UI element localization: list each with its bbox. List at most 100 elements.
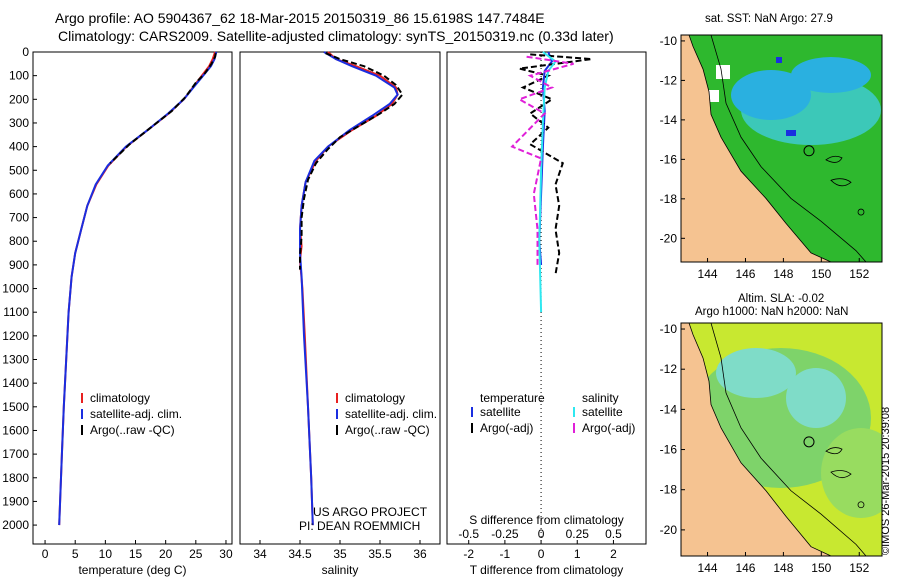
reef-outline [830,470,852,479]
lat-tick-label: -14 [660,113,678,127]
y-tick-label: 1500 [2,400,29,414]
lon-tick-label: 146 [735,267,755,281]
lat-tick-label: -16 [660,152,678,166]
x-axis-label: temperature (deg C) [78,563,186,577]
lon-tick-label: 144 [698,267,718,281]
lon-tick-label: 150 [811,561,831,575]
x-tick-label: 36 [413,547,427,561]
lat-tick-label: -12 [660,73,678,87]
series-line-3 [299,52,404,270]
y-tick-label: 1100 [3,305,29,319]
lat-tick-label: -12 [660,362,678,376]
sla-high [716,348,796,398]
land [681,205,689,262]
y-tick-label: 0 [22,45,29,59]
pi-label: PI: DEAN ROEMMICH [299,519,420,533]
y-tick-label: 200 [9,92,29,106]
lat-tick-label: -18 [660,192,678,206]
figure-title-line-1: Argo profile: AO 5904367_62 18-Mar-2015 … [55,10,545,26]
x-tick-label: -2 [463,547,474,561]
y-tick-label: 400 [9,140,29,154]
lon-tick-label: 152 [849,267,869,281]
legend-label: climatology [345,391,405,405]
y-tick-label: 800 [9,234,29,248]
sla-mid [821,428,882,518]
legend-label: Argo(..raw -QC) [90,423,175,437]
y-tick-label: 1600 [2,423,29,437]
land [681,323,832,556]
legend-label: climatology [90,391,150,405]
lon-tick-label: 152 [849,561,869,575]
x-tick-label: 34 [253,547,267,561]
x-tick-label: 25 [189,547,203,561]
legend-label: Argo(-adj) [480,421,533,435]
x-tick-label: 0 [42,547,49,561]
series-line-2 [58,51,218,526]
legend-label: satellite-adj. clim. [345,407,437,421]
sla-map-title-line-1: Altim. SLA: -0.02 [738,293,825,305]
map-area [681,323,882,556]
y-tick-label: 1800 [2,471,29,485]
y-tick-label: 100 [9,69,29,83]
x-tick-label: 1 [574,547,581,561]
x-tick-label: 0 [538,547,545,561]
float-position-marker [803,436,815,448]
x-axis-label: salinity [322,563,359,577]
y-tick-label: 300 [9,116,29,130]
lon-tick-label: 146 [735,561,755,575]
missing-data [716,65,730,79]
map-area [681,35,882,262]
series-line-1 [58,51,217,526]
lon-tick-label: 148 [773,561,793,575]
y-tick-label: 900 [9,258,29,272]
legend-header-salinity: salinity [582,391,619,405]
sst-map-title: sat. SST: NaN Argo: 27.9 [705,13,833,25]
x-tick-label: 5 [72,547,79,561]
reef-outline [830,178,852,187]
cold-pixel [776,57,782,63]
y-tick-label: 500 [9,163,29,177]
sst-map: 144 146 148 150 152 -10 -12 -14 -16 -18 -20 [660,34,883,281]
sla-high [786,368,846,428]
islet-outline [857,501,865,509]
y-tick-label: 1300 [2,353,29,367]
land [681,35,832,262]
x-tick-label: 35.5 [368,547,392,561]
figure-title-line-2: Climatology: CARS2009. Satellite-adjuste… [58,28,614,44]
legend-header-temperature: temperature [480,391,545,405]
cool-anomaly [791,57,871,93]
series-line-3 [538,51,557,313]
sla-map: 144 146 148 150 152 -10 -12 -14 -16 -18 -20 [660,322,883,575]
series-line-2 [299,51,399,526]
series-line-1 [298,51,399,526]
reef-outline [825,447,843,455]
x-tick-label: 35 [333,547,347,561]
sla-map-title-line-2: Argo h1000: NaN h2000: NaN [695,306,849,318]
islet-outline [857,208,865,216]
profile-panel-2: 34 34.5 35 35.5 36 salinity climatology satelli… [239,51,441,577]
lat-tick-label: -20 [660,523,678,537]
series-line-3 [109,53,217,164]
s-axis-label: S difference from climatology [469,513,624,527]
lon-tick-label: 144 [698,561,718,575]
y-tick-label: 1000 [2,282,29,296]
legend-label: satellite [480,405,521,419]
s-tick-label: 0 [538,527,545,541]
y-tick-label: 1900 [2,494,29,508]
profile-panel-3: -2 -1 0 1 2 -0.5 -0.25 0 0.25 0.5S difference fro… [446,51,647,577]
lon-tick-label: 148 [773,267,793,281]
land [681,497,689,556]
cool-anomaly [731,70,811,120]
panel-frame [239,51,441,545]
project-label: US ARGO PROJECT [313,505,428,519]
reef-outline [825,155,843,163]
series-line-4 [510,55,574,265]
panel-frame [32,51,233,545]
lat-tick-label: -16 [660,443,678,457]
depth-contour [710,35,867,262]
y-tick-label: 1400 [2,376,29,390]
series-line-2 [519,53,592,275]
legend-label: satellite [582,405,623,419]
profile-panel-1: 0 5 10 15 20 25 300100200300400500600700800900… [2,45,233,577]
